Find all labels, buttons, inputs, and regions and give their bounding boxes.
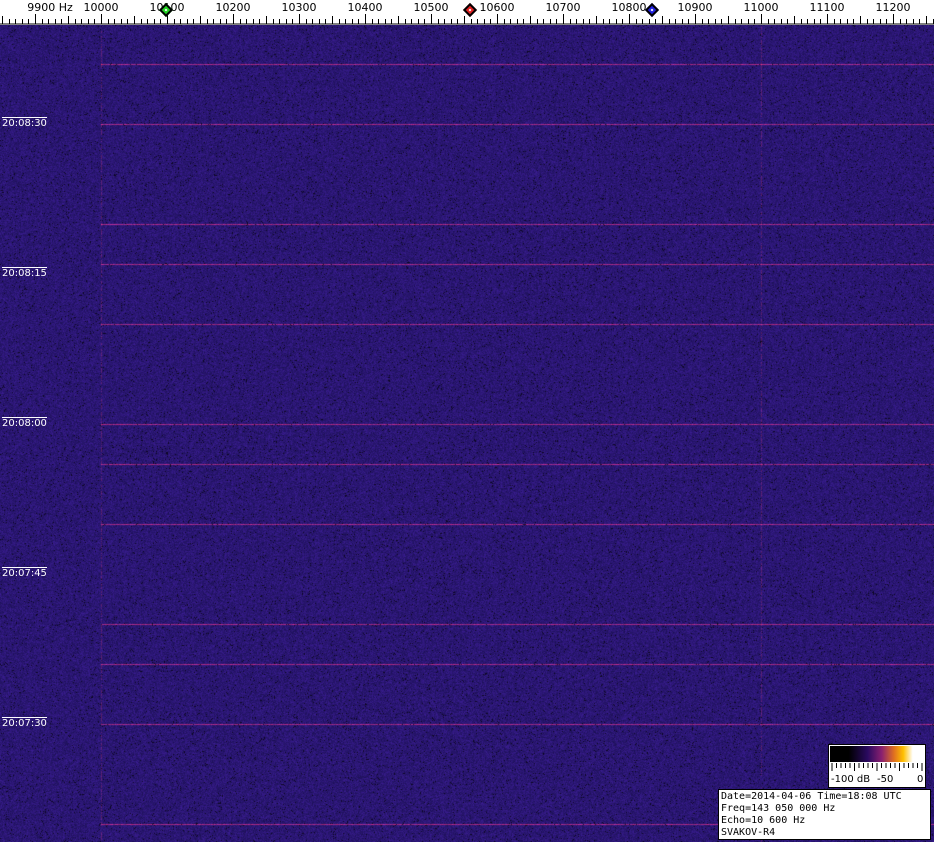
time-label: 20:08:00 <box>2 417 47 429</box>
legend-min: -100 dB <box>831 774 870 785</box>
freq-label: 10800 <box>612 1 647 14</box>
freq-label: 11100 <box>810 1 845 14</box>
info-station: SVAKOV-R4 <box>721 827 928 839</box>
time-label: 20:08:15 <box>2 267 47 279</box>
freq-label: 10400 <box>348 1 383 14</box>
freq-label-9900: 9900 Hz <box>27 1 73 14</box>
waterfall-display[interactable] <box>0 25 934 842</box>
freq-label: 10500 <box>414 1 449 14</box>
freq-value: 9900 <box>27 1 55 14</box>
info-date-time: Date=2014-04-06 Time=18:08 UTC <box>721 791 928 803</box>
info-frequency: Freq=143 050 000 Hz <box>721 803 928 815</box>
freq-label: 11200 <box>876 1 911 14</box>
info-echo: Echo=10 600 Hz <box>721 815 928 827</box>
time-label: 20:07:45 <box>2 567 47 579</box>
legend-ticks <box>829 763 925 773</box>
legend-max: 0 <box>917 774 923 785</box>
time-label: 20:08:30 <box>2 117 47 129</box>
freq-label: 10900 <box>678 1 713 14</box>
freq-label: 10700 <box>546 1 581 14</box>
freq-label: 10300 <box>282 1 317 14</box>
legend-mid: -50 <box>877 774 893 785</box>
color-gradient <box>830 746 924 762</box>
time-label: 20:07:30 <box>2 717 47 729</box>
freq-label: 10600 <box>480 1 515 14</box>
color-scale-legend: -100 dB -50 0 <box>828 744 926 788</box>
freq-label: 10200 <box>216 1 251 14</box>
info-box: Date=2014-04-06 Time=18:08 UTC Freq=143 … <box>718 789 931 840</box>
freq-label: 11000 <box>744 1 779 14</box>
freq-label: 10000 <box>84 1 119 14</box>
freq-unit: Hz <box>59 1 73 14</box>
